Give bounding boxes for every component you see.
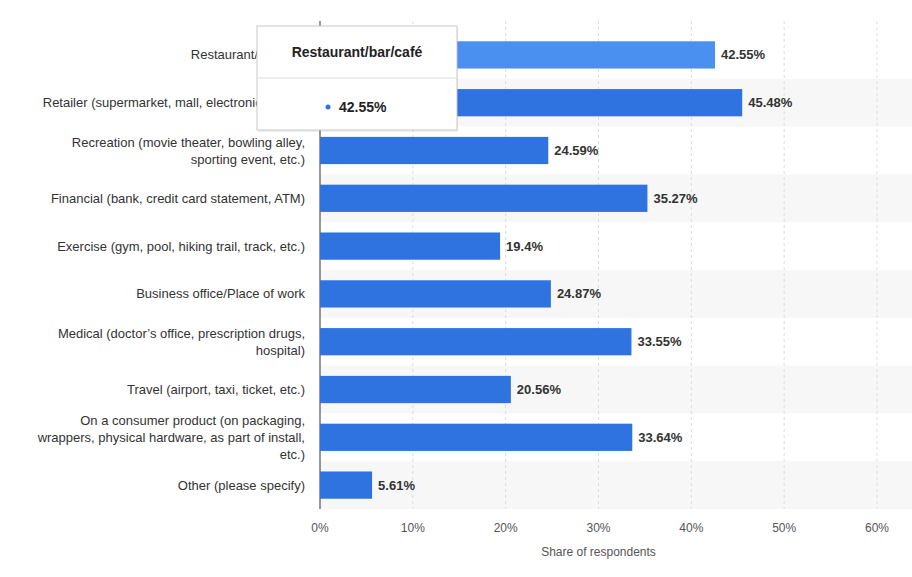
bar: [320, 280, 551, 307]
bar: [320, 137, 548, 164]
row-backgrounds: [320, 79, 912, 509]
bar: [320, 471, 372, 498]
tooltip: Restaurant/bar/café 42.55%: [257, 26, 458, 132]
data-label: 42.55%: [721, 47, 766, 62]
grid-line: [784, 21, 785, 509]
label-line: On a consumer product (on packaging,: [80, 413, 305, 428]
data-label: 24.87%: [557, 286, 602, 301]
label-line: Business office/Place of work: [136, 286, 305, 301]
category-label: Business office/Place of work: [136, 286, 305, 301]
tick-label: 0%: [311, 521, 329, 535]
bar: [320, 328, 631, 355]
category-label: Medical (doctor’s office, prescription d…: [58, 326, 305, 358]
tooltip-value: 42.55%: [339, 99, 387, 115]
label-line: wrappers, physical hardware, as part of …: [37, 430, 305, 445]
category-label: Recreation (movie theater, bowling alley…: [72, 135, 305, 167]
bar: [320, 376, 511, 403]
row-band: [320, 366, 912, 414]
data-label: 24.59%: [554, 143, 599, 158]
category-label: Exercise (gym, pool, hiking trail, track…: [57, 239, 305, 254]
row-band: [320, 461, 912, 509]
tooltip-bullet: [326, 105, 331, 110]
category-label: Other (please specify): [178, 478, 305, 493]
label-line: Other (please specify): [178, 478, 305, 493]
tooltip-divider: [257, 78, 457, 79]
label-line: Travel (airport, taxi, ticket, etc.): [127, 382, 305, 397]
label-line: hospital): [256, 343, 305, 358]
label-line: Recreation (movie theater, bowling alley…: [72, 135, 305, 150]
label-line: Exercise (gym, pool, hiking trail, track…: [57, 239, 305, 254]
category-label: Travel (airport, taxi, ticket, etc.): [127, 382, 305, 397]
bar: [320, 424, 632, 451]
row-band: [320, 270, 912, 318]
x-ticks: 0% 10% 20% 30% 40% 50% 60%: [311, 521, 889, 535]
chart: 0% 10% 20% 30% 40% 50% 60% Share of respondents…: [0, 0, 912, 577]
data-label: 35.27%: [653, 191, 698, 206]
row-band: [320, 174, 912, 222]
label-line: etc.): [280, 447, 305, 462]
data-label: 19.4%: [506, 239, 543, 254]
tick-label: 40%: [679, 521, 703, 535]
tick-label: 60%: [865, 521, 889, 535]
grid-line: [877, 21, 878, 509]
label-line: Financial (bank, credit card statement, …: [51, 191, 305, 206]
tick-label: 10%: [401, 521, 425, 535]
axis-title: Share of respondents: [541, 545, 656, 559]
tooltip-title: Restaurant/bar/café: [292, 44, 423, 60]
tick-label: 30%: [586, 521, 610, 535]
tooltip-box: [257, 26, 457, 130]
bar: [320, 232, 500, 259]
label-line: sporting event, etc.): [191, 152, 305, 167]
data-label: 20.56%: [517, 382, 562, 397]
label-line: Medical (doctor’s office, prescription d…: [58, 326, 305, 341]
data-label: 5.61%: [378, 478, 415, 493]
range-line: [320, 509, 877, 510]
data-label: 33.64%: [638, 430, 683, 445]
category-label: Financial (bank, credit card statement, …: [51, 191, 305, 206]
bars: [320, 41, 742, 498]
category-label: On a consumer product (on packaging, wrap…: [37, 413, 305, 462]
tick-label: 50%: [772, 521, 796, 535]
bar: [320, 185, 647, 212]
data-label: 45.48%: [748, 95, 793, 110]
tick-label: 20%: [494, 521, 518, 535]
data-label: 33.55%: [637, 334, 682, 349]
